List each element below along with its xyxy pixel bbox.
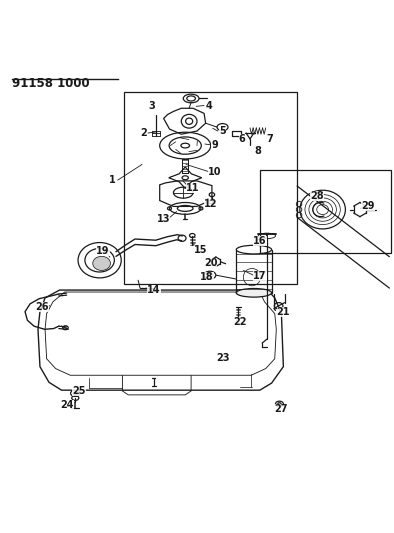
Text: 19: 19 <box>96 246 110 256</box>
Text: 24: 24 <box>61 400 74 410</box>
Text: 91158 1000: 91158 1000 <box>13 77 90 90</box>
Text: 3: 3 <box>149 101 155 110</box>
Text: 14: 14 <box>147 285 161 295</box>
Text: 21: 21 <box>277 306 290 317</box>
Text: 18: 18 <box>200 272 214 282</box>
Text: 13: 13 <box>157 214 170 224</box>
Text: 15: 15 <box>194 245 208 255</box>
Text: 27: 27 <box>275 403 288 414</box>
Text: 5: 5 <box>219 126 226 136</box>
Text: 12: 12 <box>204 199 217 209</box>
Text: 8: 8 <box>255 146 261 156</box>
Text: 26: 26 <box>35 302 49 312</box>
Text: 20: 20 <box>204 259 217 268</box>
Ellipse shape <box>93 256 110 270</box>
Text: 23: 23 <box>216 353 229 362</box>
Text: 7: 7 <box>266 134 273 144</box>
Text: 29: 29 <box>361 200 375 211</box>
Text: 2: 2 <box>141 128 147 138</box>
Text: 1: 1 <box>109 175 116 185</box>
Text: 4: 4 <box>205 101 212 110</box>
Ellipse shape <box>236 288 271 297</box>
Text: 16: 16 <box>253 236 267 246</box>
Text: 17: 17 <box>253 271 267 281</box>
Text: 22: 22 <box>233 317 247 327</box>
Text: 25: 25 <box>72 386 86 396</box>
Text: 28: 28 <box>310 191 323 201</box>
Text: 9: 9 <box>211 140 218 150</box>
Text: 10: 10 <box>208 167 221 177</box>
Text: 11: 11 <box>186 183 200 193</box>
Text: 6: 6 <box>239 134 245 144</box>
